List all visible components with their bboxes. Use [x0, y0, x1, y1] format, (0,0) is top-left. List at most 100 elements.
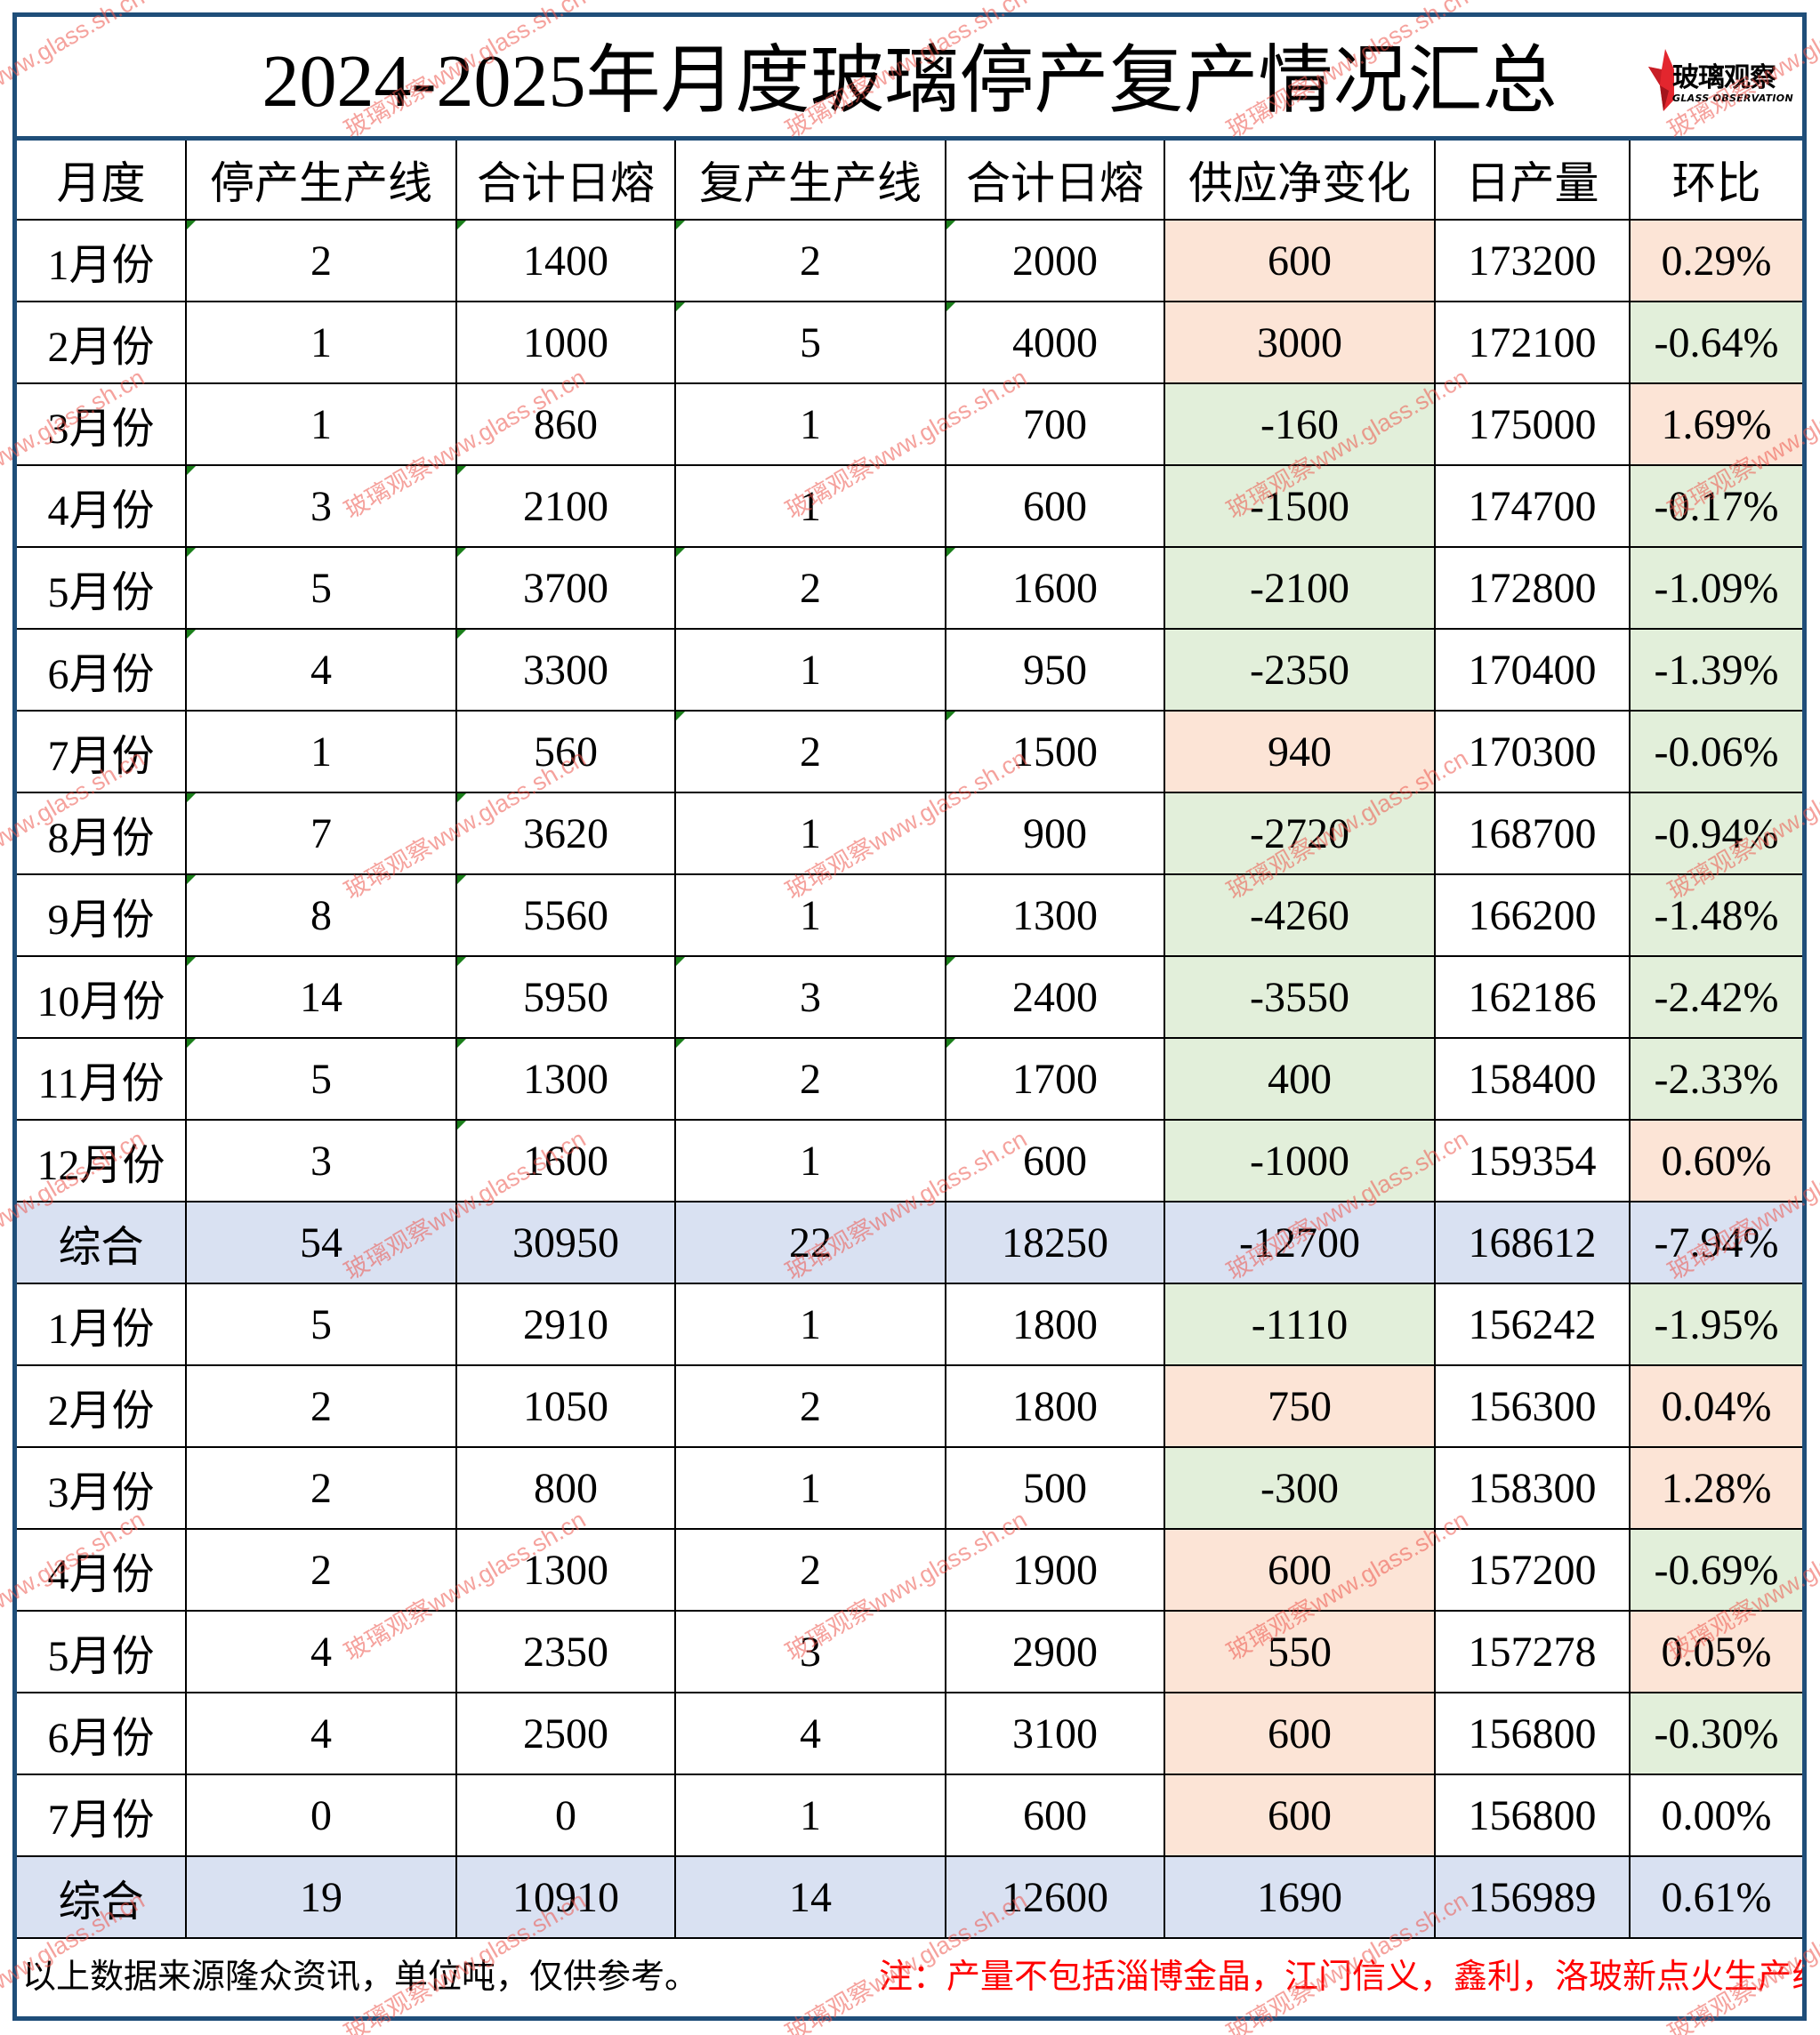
table-row: 2月份 1 1000 5 4000 3000 172100 -0.64% — [17, 302, 1802, 384]
mom-change-cell: -0.94% — [1631, 793, 1802, 873]
stopped-melt-cell: 860 — [457, 384, 676, 464]
stopped-lines-cell: 4 — [187, 630, 457, 710]
table-row: 10月份 14 5950 3 2400 -3550 162186 -2.42% — [17, 957, 1802, 1039]
stopped-melt-cell: 1300 — [457, 1039, 676, 1119]
net-supply-change-cell: 600 — [1165, 221, 1436, 301]
header-resumed-lines: 复产生产线 — [676, 141, 946, 219]
daily-output-cell: 156242 — [1436, 1284, 1631, 1364]
mom-change-cell: 1.69% — [1631, 384, 1802, 464]
table-row: 7月份 0 0 1 600 600 156800 0.00% — [17, 1775, 1802, 1857]
logo-name-en: GLASS OBSERVATION — [1672, 92, 1793, 104]
resumed-melt-cell: 4000 — [946, 302, 1165, 382]
resumed-lines-cell: 1 — [676, 630, 946, 710]
header-month: 月度 — [17, 141, 187, 219]
resumed-melt-cell: 2000 — [946, 221, 1165, 301]
net-supply-change-cell: -2100 — [1165, 548, 1436, 628]
stopped-melt-cell: 1400 — [457, 221, 676, 301]
month-cell: 7月份 — [17, 712, 187, 792]
month-cell: 2月份 — [17, 1366, 187, 1446]
table-row: 4月份 3 2100 1 600 -1500 174700 -0.17% — [17, 466, 1802, 548]
month-cell: 2月份 — [17, 302, 187, 382]
resumed-lines-cell: 2 — [676, 1366, 946, 1446]
mom-change-cell: 1.28% — [1631, 1448, 1802, 1528]
table-row: 5月份 4 2350 3 2900 550 157278 0.05% — [17, 1612, 1802, 1693]
stopped-melt-cell: 560 — [457, 712, 676, 792]
resumed-melt-cell: 900 — [946, 793, 1165, 873]
daily-output-cell: 173200 — [1436, 221, 1631, 301]
mom-change-cell: 0.04% — [1631, 1366, 1802, 1446]
table-row: 1月份 2 1400 2 2000 600 173200 0.29% — [17, 221, 1802, 302]
month-cell: 10月份 — [17, 957, 187, 1037]
net-supply-change-cell: 600 — [1165, 1775, 1436, 1855]
daily-output-cell: 158300 — [1436, 1448, 1631, 1528]
net-supply-change-cell: 400 — [1165, 1039, 1436, 1119]
source-note: 以上数据来源隆众资讯，单位吨，仅供参考。 — [22, 1959, 699, 1996]
resumed-melt-cell: 2900 — [946, 1612, 1165, 1692]
daily-output-cell: 156300 — [1436, 1366, 1631, 1446]
mom-change-cell: -0.30% — [1631, 1693, 1802, 1774]
resumed-lines-cell: 2 — [676, 548, 946, 628]
stopped-lines-cell: 5 — [187, 548, 457, 628]
resumed-melt-cell: 700 — [946, 384, 1165, 464]
table-header-row: 月度 停产生产线 合计日熔 复产生产线 合计日熔 供应净变化 日产量 环比 — [17, 141, 1802, 221]
resumed-melt-cell: 2400 — [946, 957, 1165, 1037]
mom-change-cell: -1.09% — [1631, 548, 1802, 628]
resumed-melt-cell: 600 — [946, 1121, 1165, 1201]
month-cell: 3月份 — [17, 1448, 187, 1528]
mom-change-cell: -1.39% — [1631, 630, 1802, 710]
stopped-lines-cell: 4 — [187, 1612, 457, 1692]
stopped-melt-cell: 3620 — [457, 793, 676, 873]
table-row: 1月份 5 2910 1 1800 -1110 156242 -1.95% — [17, 1284, 1802, 1366]
stopped-lines-cell: 4 — [187, 1693, 457, 1774]
month-cell: 11月份 — [17, 1039, 187, 1119]
stopped-melt-cell: 2350 — [457, 1612, 676, 1692]
mom-change-cell: -1.95% — [1631, 1284, 1802, 1364]
net-supply-change-cell: -4260 — [1165, 875, 1436, 955]
stopped-lines-cell: 0 — [187, 1775, 457, 1855]
net-supply-change-cell: -2720 — [1165, 793, 1436, 873]
mom-change-cell: 0.61% — [1631, 1857, 1802, 1937]
stopped-lines-cell: 54 — [187, 1202, 457, 1283]
stopped-lines-cell: 8 — [187, 875, 457, 955]
month-cell: 5月份 — [17, 1612, 187, 1692]
stopped-melt-cell: 1300 — [457, 1530, 676, 1610]
mom-change-cell: -1.48% — [1631, 875, 1802, 955]
stopped-melt-cell: 5950 — [457, 957, 676, 1037]
stopped-lines-cell: 19 — [187, 1857, 457, 1937]
resumed-melt-cell: 1800 — [946, 1366, 1165, 1446]
daily-output-cell: 170300 — [1436, 712, 1631, 792]
resumed-lines-cell: 3 — [676, 1612, 946, 1692]
stopped-lines-cell: 1 — [187, 384, 457, 464]
resumed-melt-cell: 1600 — [946, 548, 1165, 628]
table-row: 3月份 2 800 1 500 -300 158300 1.28% — [17, 1448, 1802, 1530]
table-row: 6月份 4 3300 1 950 -2350 170400 -1.39% — [17, 630, 1802, 712]
net-supply-change-cell: 1690 — [1165, 1857, 1436, 1937]
title-band: 2024-2025年月度玻璃停产复产情况汇总 玻璃观察 GLASS OBSERV… — [17, 17, 1802, 141]
resumed-lines-cell: 14 — [676, 1857, 946, 1937]
daily-output-cell: 156989 — [1436, 1857, 1631, 1937]
stopped-lines-cell: 2 — [187, 1448, 457, 1528]
stopped-melt-cell: 2910 — [457, 1284, 676, 1364]
mom-change-cell: -2.42% — [1631, 957, 1802, 1037]
stopped-lines-cell: 2 — [187, 1530, 457, 1610]
daily-output-cell: 159354 — [1436, 1121, 1631, 1201]
net-supply-change-cell: -12700 — [1165, 1202, 1436, 1283]
stopped-lines-cell: 3 — [187, 466, 457, 546]
stopped-lines-cell: 14 — [187, 957, 457, 1037]
month-cell: 3月份 — [17, 384, 187, 464]
month-cell: 1月份 — [17, 221, 187, 301]
daily-output-cell: 172100 — [1436, 302, 1631, 382]
net-supply-change-cell: -300 — [1165, 1448, 1436, 1528]
stopped-melt-cell: 1050 — [457, 1366, 676, 1446]
stopped-melt-cell: 1000 — [457, 302, 676, 382]
resumed-lines-cell: 1 — [676, 1121, 946, 1201]
resumed-lines-cell: 1 — [676, 875, 946, 955]
header-stopped-melt: 合计日熔 — [457, 141, 676, 219]
net-supply-change-cell: 940 — [1165, 712, 1436, 792]
net-supply-change-cell: -2350 — [1165, 630, 1436, 710]
net-supply-change-cell: -1110 — [1165, 1284, 1436, 1364]
table-frame: 2024-2025年月度玻璃停产复产情况汇总 玻璃观察 GLASS OBSERV… — [12, 12, 1807, 2021]
month-cell: 综合 — [17, 1202, 187, 1283]
month-cell: 5月份 — [17, 548, 187, 628]
table-row: 6月份 4 2500 4 3100 600 156800 -0.30% — [17, 1693, 1802, 1775]
